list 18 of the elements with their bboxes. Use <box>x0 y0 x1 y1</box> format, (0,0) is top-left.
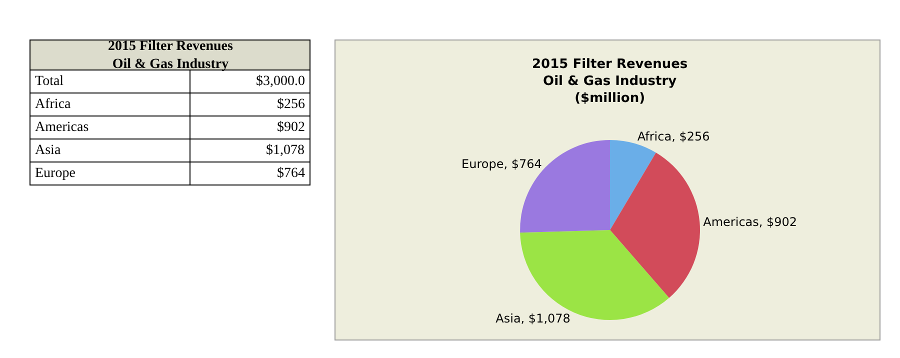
slice-label: Asia, $1,078 <box>496 311 570 326</box>
slice-label: Europe, $764 <box>462 156 542 171</box>
category-label: Europe <box>35 166 76 181</box>
pie-slice <box>610 140 656 230</box>
category-label: Americas <box>35 120 89 135</box>
category-label: Asia <box>35 143 62 158</box>
text: $902 <box>277 120 305 135</box>
pie-slice <box>610 152 700 298</box>
category-label: Total <box>35 74 64 89</box>
chart-title: 2015 Filter Revenues Oil & Gas Industry ($million) <box>532 57 688 106</box>
text: $1,078 <box>266 143 304 158</box>
text: 2015 Filter Revenues Oil & Gas Industry <box>108 39 234 72</box>
slice-label: Americas, $902 <box>703 214 798 229</box>
text: $3,000.0 <box>256 74 305 89</box>
text: $764 <box>277 166 305 181</box>
text: $256 <box>277 97 305 112</box>
category-label: Africa <box>35 97 72 112</box>
slice-label: Africa, $256 <box>637 130 710 144</box>
